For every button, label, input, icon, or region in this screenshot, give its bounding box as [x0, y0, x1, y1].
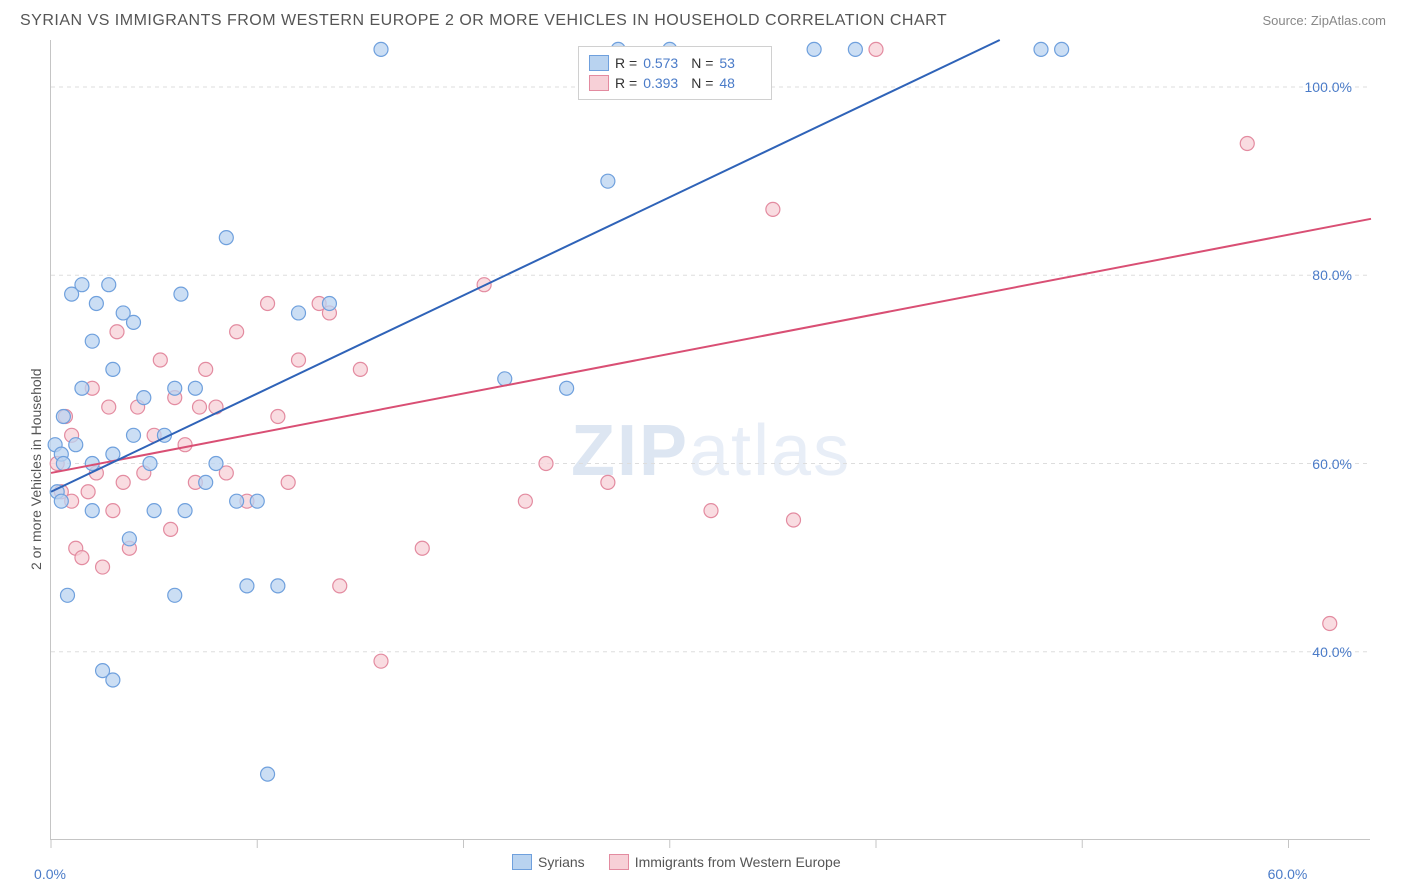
n-value-syrians: 53	[719, 55, 761, 71]
swatch-westeu	[589, 75, 609, 91]
x-tick-60: 60.0%	[1268, 866, 1308, 882]
legend-row-westeu: R = 0.393 N = 48	[589, 73, 761, 93]
y-tick-60: 60.0%	[1312, 456, 1352, 472]
series-legend: Syrians Immigrants from Western Europe	[512, 854, 841, 870]
chart-title: SYRIAN VS IMMIGRANTS FROM WESTERN EUROPE…	[20, 12, 947, 30]
r-value-syrians: 0.573	[643, 55, 685, 71]
y-tick-100: 100.0%	[1305, 79, 1352, 95]
n-label: N =	[691, 55, 713, 71]
plot-area: ZIPatlas	[50, 40, 1370, 840]
n-value-westeu: 48	[719, 75, 761, 91]
swatch-syrians	[589, 55, 609, 71]
r-label: R =	[615, 75, 637, 91]
y-tick-80: 80.0%	[1312, 267, 1352, 283]
y-tick-40: 40.0%	[1312, 644, 1352, 660]
swatch-syrians-icon	[512, 854, 532, 870]
swatch-westeu-icon	[609, 854, 629, 870]
legend-item-syrians: Syrians	[512, 854, 585, 870]
r-label: R =	[615, 55, 637, 71]
y-axis-label: 2 or more Vehicles in Household	[28, 368, 44, 570]
x-tick-0: 0.0%	[34, 866, 66, 882]
source-label: Source: ZipAtlas.com	[1262, 13, 1386, 28]
correlation-legend: R = 0.573 N = 53 R = 0.393 N = 48	[578, 46, 772, 100]
chart-svg	[51, 40, 1370, 839]
n-label: N =	[691, 75, 713, 91]
legend-item-westeu: Immigrants from Western Europe	[609, 854, 841, 870]
legend-label-syrians: Syrians	[538, 854, 585, 870]
r-value-westeu: 0.393	[643, 75, 685, 91]
legend-row-syrians: R = 0.573 N = 53	[589, 53, 761, 73]
legend-label-westeu: Immigrants from Western Europe	[635, 854, 841, 870]
